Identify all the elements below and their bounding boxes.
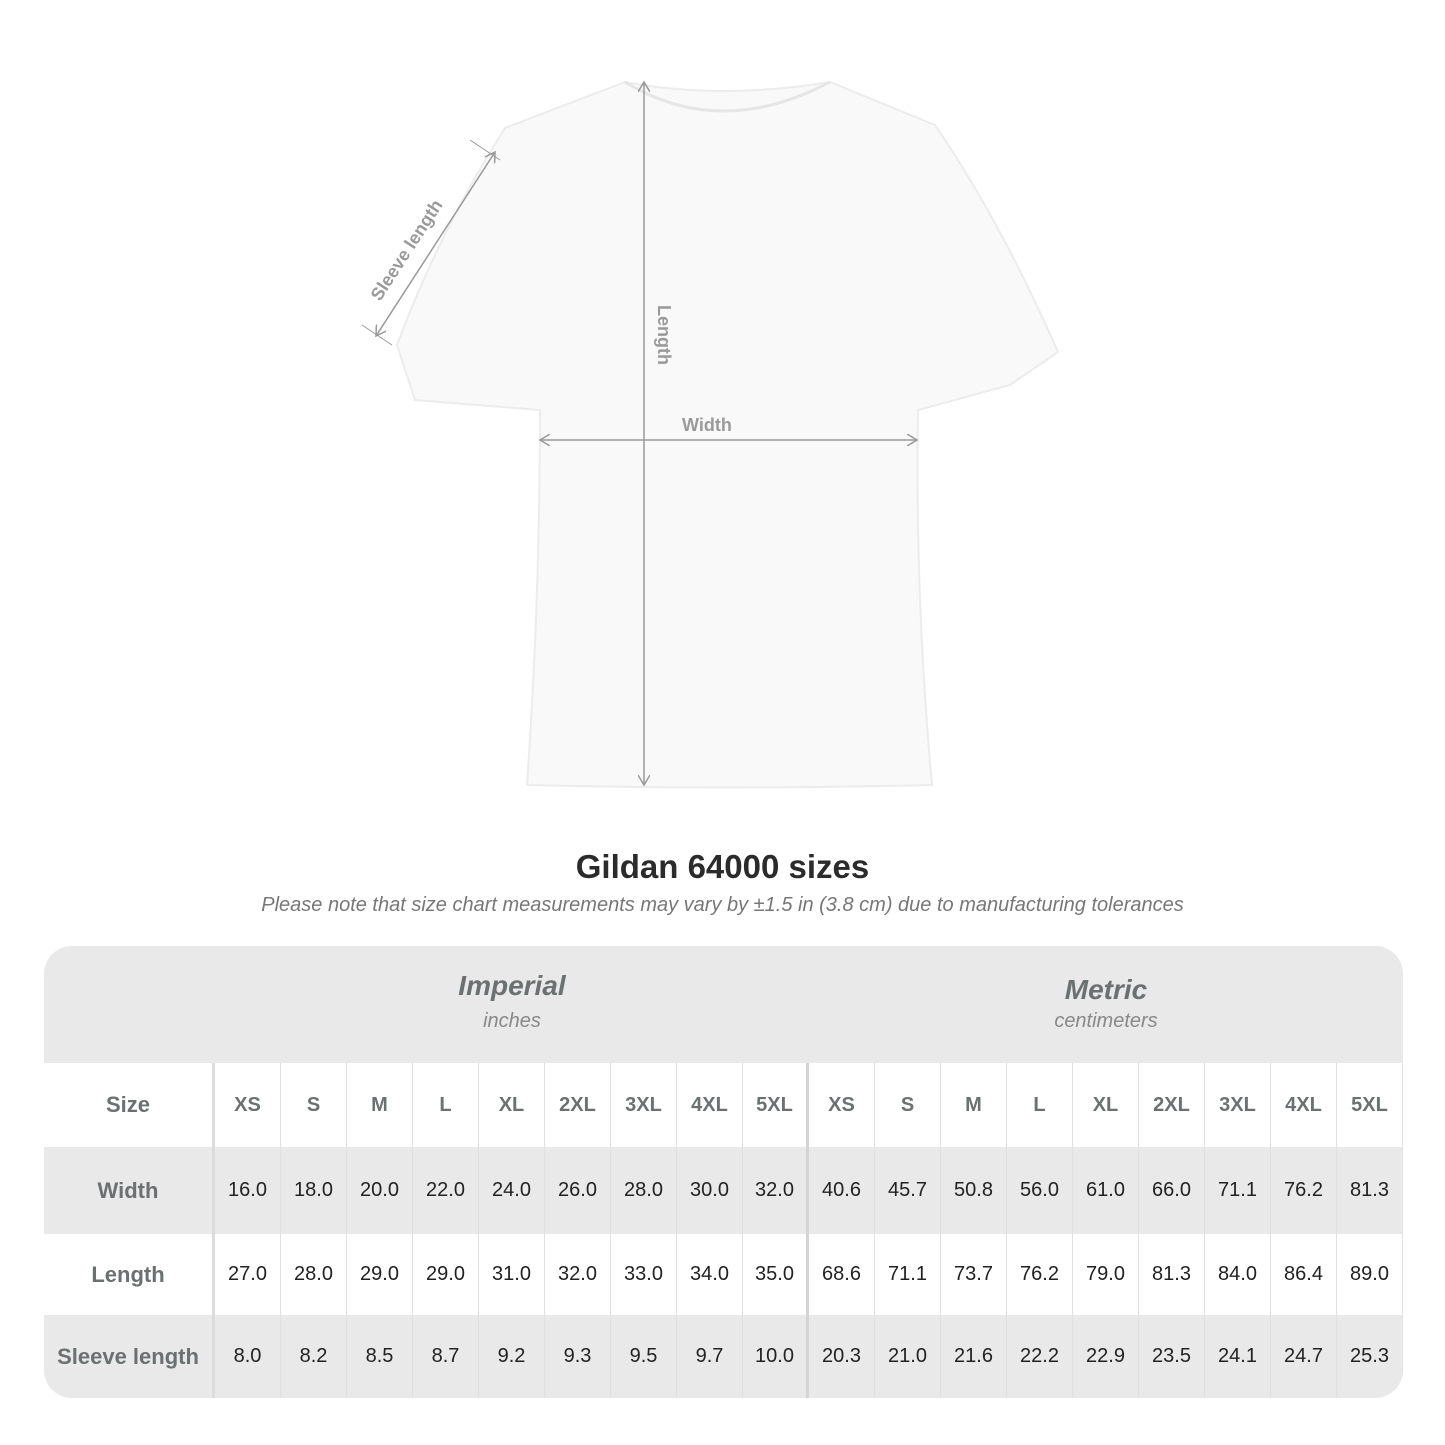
table-cell: 71.1 [875, 1234, 941, 1315]
table-row: Sleeve length 8.0 8.2 8.5 8.7 9.2 9.3 9.5 9.7 10.… [44, 1315, 1403, 1398]
table-cell: 32.0 [545, 1234, 611, 1315]
table-cell: 20.0 [347, 1147, 413, 1234]
table-cell: 32.0 [743, 1147, 809, 1234]
table-cell: 24.7 [1271, 1315, 1337, 1398]
table-cell: 24.0 [479, 1147, 545, 1234]
size-header-cell: 2XL [545, 1063, 611, 1147]
imperial-unit: inches [483, 1010, 541, 1032]
table-cell: 56.0 [1007, 1147, 1073, 1234]
page-title: Gildan 64000 sizes [575, 848, 870, 885]
table-cell: 29.0 [413, 1234, 479, 1315]
table-cell: 28.0 [611, 1147, 677, 1234]
length-label: Length [654, 305, 674, 365]
metric-title: Metric [1064, 974, 1148, 1005]
table-cell: 31.0 [479, 1234, 545, 1315]
size-header-cell: M [941, 1063, 1007, 1147]
table-cell: 22.9 [1073, 1315, 1139, 1398]
table-cell: 16.0 [215, 1147, 281, 1234]
table-cell: 40.6 [809, 1147, 875, 1234]
size-header-cell: M [347, 1063, 413, 1147]
row-label: Size [44, 1063, 215, 1147]
table-cell: 79.0 [1073, 1234, 1139, 1315]
table-cell: 81.3 [1139, 1234, 1205, 1315]
table-cell: 45.7 [875, 1147, 941, 1234]
table-cell: 27.0 [215, 1234, 281, 1315]
size-header-cell: 3XL [611, 1063, 677, 1147]
table-cell: 9.2 [479, 1315, 545, 1398]
imperial-title: Imperial [458, 970, 566, 1001]
size-header-cell: 2XL [1139, 1063, 1205, 1147]
size-header-cell: L [413, 1063, 479, 1147]
table-cell: 81.3 [1337, 1147, 1403, 1234]
table-cell: 26.0 [545, 1147, 611, 1234]
table-cell: 21.0 [875, 1315, 941, 1398]
width-label: Width [682, 415, 732, 435]
table-cell: 50.8 [941, 1147, 1007, 1234]
tshirt-diagram: Sleeve length Length Width [361, 0, 1060, 789]
table-cell: 28.0 [281, 1234, 347, 1315]
size-header-cell: XL [479, 1063, 545, 1147]
table-cell: 35.0 [743, 1234, 809, 1315]
table-cell: 22.0 [413, 1147, 479, 1234]
table-cell: 20.3 [809, 1315, 875, 1398]
row-label: Width [44, 1147, 215, 1234]
size-header-cell: 5XL [743, 1063, 809, 1147]
table-cell: 86.4 [1271, 1234, 1337, 1315]
table-cell: 29.0 [347, 1234, 413, 1315]
table-cell: 30.0 [677, 1147, 743, 1234]
table-cell: 8.7 [413, 1315, 479, 1398]
table-cell: 71.1 [1205, 1147, 1271, 1234]
size-header-cell: 5XL [1337, 1063, 1403, 1147]
size-table: Imperial inches Metric centimeters Size X… [44, 946, 1403, 1398]
size-header-cell: S [875, 1063, 941, 1147]
table-cell: 23.5 [1139, 1315, 1205, 1398]
size-header-cell: 4XL [677, 1063, 743, 1147]
table-cell: 68.6 [809, 1234, 875, 1315]
tolerance-note: Please note that size chart measurements… [261, 894, 1184, 916]
table-cell: 89.0 [1337, 1234, 1403, 1315]
table-cell: 33.0 [611, 1234, 677, 1315]
table-cell: 9.5 [611, 1315, 677, 1398]
table-cell: 66.0 [1139, 1147, 1205, 1234]
size-header-cell: XS [215, 1063, 281, 1147]
row-label: Sleeve length [44, 1315, 215, 1398]
table-cell: 18.0 [281, 1147, 347, 1234]
table-cell: 10.0 [743, 1315, 809, 1398]
metric-header: Metric centimeters [809, 946, 1403, 1063]
table-cell: 24.1 [1205, 1315, 1271, 1398]
table-cell: 61.0 [1073, 1147, 1139, 1234]
table-cell: 22.2 [1007, 1315, 1073, 1398]
table-cell: 8.5 [347, 1315, 413, 1398]
table-cell: 73.7 [941, 1234, 1007, 1315]
table-cell: 76.2 [1007, 1234, 1073, 1315]
size-header-row: Size XS S M L XL 2XL 3XL 4XL 5XL XS S M L XL 2XL 3XL 4XL 5… [44, 1063, 1403, 1147]
size-header-cell: XL [1073, 1063, 1139, 1147]
row-label: Length [44, 1234, 215, 1315]
table-row: Width 16.0 18.0 20.0 22.0 24.0 26.0 28.0 30.0 32.… [44, 1147, 1403, 1234]
table-cell: 25.3 [1337, 1315, 1403, 1398]
table-cell: 21.6 [941, 1315, 1007, 1398]
imperial-header: Imperial inches [215, 946, 809, 1063]
size-header-cell: 3XL [1205, 1063, 1271, 1147]
size-header-cell: S [281, 1063, 347, 1147]
table-cell: 9.3 [545, 1315, 611, 1398]
table-cell: 8.0 [215, 1315, 281, 1398]
sleeve-arrow [376, 152, 495, 336]
table-cell: 76.2 [1271, 1147, 1337, 1234]
table-cell: 84.0 [1205, 1234, 1271, 1315]
size-header-cell: 4XL [1271, 1063, 1337, 1147]
table-cell: 8.2 [281, 1315, 347, 1398]
table-cell: 9.7 [677, 1315, 743, 1398]
metric-unit: centimeters [1054, 1010, 1158, 1032]
table-row: Length 27.0 28.0 29.0 29.0 31.0 32.0 33.0 34.0 35… [44, 1234, 1403, 1315]
size-header-cell: L [1007, 1063, 1073, 1147]
size-header-cell: XS [809, 1063, 875, 1147]
table-cell: 34.0 [677, 1234, 743, 1315]
